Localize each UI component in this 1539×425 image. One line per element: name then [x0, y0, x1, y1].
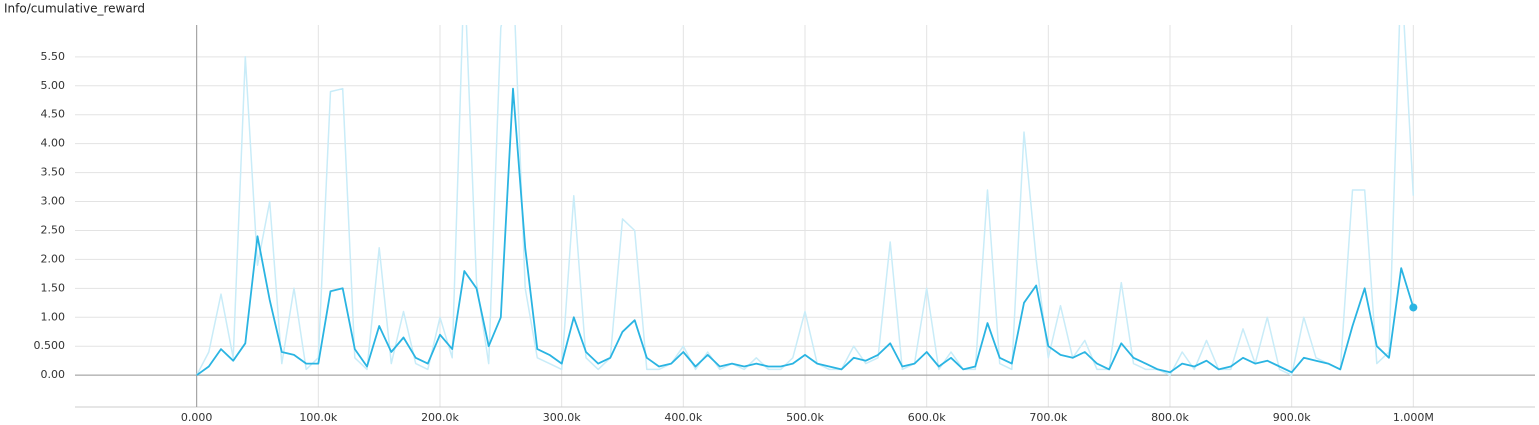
x-tick-label: 900.0k — [1273, 411, 1311, 424]
y-tick-label: 2.50 — [41, 223, 66, 236]
plot-area — [196, 25, 1418, 376]
y-tick-label: 2.00 — [41, 252, 66, 265]
series-line — [196, 87, 1415, 376]
y-tick-label: 3.00 — [41, 195, 66, 208]
series-line — [196, 25, 1415, 376]
x-tick-label: 700.0k — [1029, 411, 1067, 424]
x-tick-label: 800.0k — [1151, 411, 1189, 424]
x-tick-label: 600.0k — [908, 411, 946, 424]
x-tick-label: 1.000M — [1393, 411, 1434, 424]
y-tick-label: 0.00 — [41, 368, 66, 381]
x-tick-label: 100.0k — [299, 411, 337, 424]
chart-title: Info/cumulative_reward — [4, 2, 145, 16]
y-tick-label: 0.500 — [34, 339, 66, 352]
x-tick-label: 200.0k — [421, 411, 459, 424]
x-tick-label: 500.0k — [786, 411, 824, 424]
x-tick-label: 300.0k — [543, 411, 581, 424]
y-tick-label: 5.00 — [41, 79, 66, 92]
y-tick-label: 4.00 — [41, 137, 66, 150]
x-tick-label: 400.0k — [664, 411, 702, 424]
x-tick-label: 0.000 — [181, 411, 213, 424]
y-tick-label: 1.00 — [41, 310, 66, 323]
y-tick-label: 4.50 — [41, 108, 66, 121]
y-tick-label: 5.50 — [41, 50, 66, 63]
end-point — [1409, 303, 1418, 312]
y-tick-label: 1.50 — [41, 281, 66, 294]
y-tick-label: 3.50 — [41, 166, 66, 179]
